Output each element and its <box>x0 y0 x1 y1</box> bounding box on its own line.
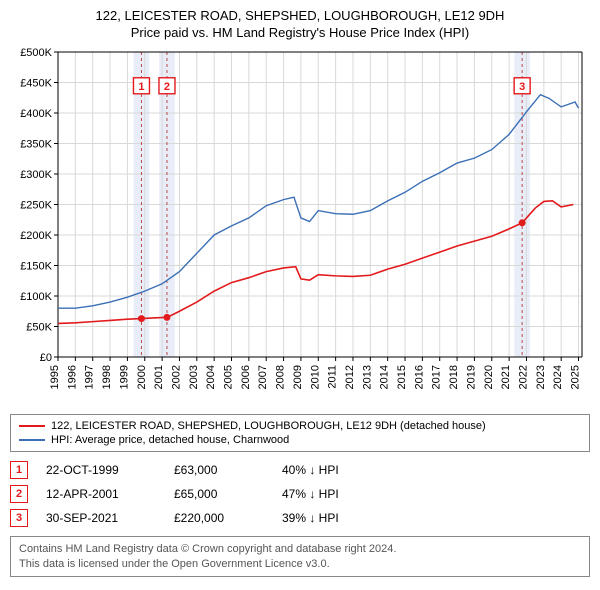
svg-text:2021: 2021 <box>500 365 512 389</box>
svg-text:2008: 2008 <box>275 365 287 389</box>
svg-text:£100K: £100K <box>20 291 52 303</box>
svg-text:2010: 2010 <box>309 365 321 389</box>
legend-swatch <box>19 439 45 441</box>
event-price: £65,000 <box>174 487 264 501</box>
event-price: £63,000 <box>174 463 264 477</box>
svg-text:£150K: £150K <box>20 260 52 272</box>
svg-text:£250K: £250K <box>20 199 52 211</box>
svg-text:2: 2 <box>164 81 170 93</box>
svg-text:£400K: £400K <box>20 108 52 120</box>
attribution-line: Contains HM Land Registry data © Crown c… <box>19 542 581 557</box>
attribution: Contains HM Land Registry data © Crown c… <box>10 536 590 578</box>
svg-text:£200K: £200K <box>20 230 52 242</box>
event-delta: 47% ↓ HPI <box>282 487 339 501</box>
event-delta: 39% ↓ HPI <box>282 511 339 525</box>
svg-text:2017: 2017 <box>431 365 443 389</box>
event-badge: 1 <box>10 461 28 479</box>
event-badge: 3 <box>10 509 28 527</box>
svg-text:2018: 2018 <box>448 365 460 389</box>
svg-text:£0: £0 <box>40 352 52 364</box>
svg-text:1997: 1997 <box>84 365 96 389</box>
svg-text:2020: 2020 <box>483 365 495 389</box>
svg-text:2009: 2009 <box>292 365 304 389</box>
svg-text:2000: 2000 <box>136 365 148 389</box>
svg-text:2001: 2001 <box>153 365 165 389</box>
svg-text:£300K: £300K <box>20 169 52 181</box>
svg-text:2003: 2003 <box>188 365 200 389</box>
svg-text:2016: 2016 <box>413 365 425 389</box>
legend-label: HPI: Average price, detached house, Char… <box>51 434 289 446</box>
event-date: 12-APR-2001 <box>46 487 156 501</box>
svg-text:2011: 2011 <box>327 365 339 389</box>
chart-title-address: 122, LEICESTER ROAD, SHEPSHED, LOUGHBORO… <box>10 8 590 25</box>
legend: 122, LEICESTER ROAD, SHEPSHED, LOUGHBORO… <box>10 414 590 452</box>
svg-text:£450K: £450K <box>20 77 52 89</box>
sale-events-table: 1 22-OCT-1999 £63,000 40% ↓ HPI 2 12-APR-2001… <box>10 458 590 530</box>
svg-text:2012: 2012 <box>344 365 356 389</box>
svg-text:2024: 2024 <box>552 365 564 389</box>
svg-text:2005: 2005 <box>223 365 235 389</box>
svg-text:2006: 2006 <box>240 365 252 389</box>
svg-text:1999: 1999 <box>118 365 130 389</box>
svg-text:1995: 1995 <box>49 365 61 389</box>
svg-text:3: 3 <box>519 81 525 93</box>
svg-text:2015: 2015 <box>396 365 408 389</box>
svg-text:2004: 2004 <box>205 365 217 389</box>
svg-text:2013: 2013 <box>361 365 373 389</box>
event-date: 22-OCT-1999 <box>46 463 156 477</box>
legend-row: HPI: Average price, detached house, Char… <box>19 433 581 447</box>
svg-text:1996: 1996 <box>66 365 78 389</box>
svg-text:1998: 1998 <box>101 365 113 389</box>
svg-text:£500K: £500K <box>20 47 52 59</box>
svg-text:2014: 2014 <box>379 365 391 389</box>
svg-text:2007: 2007 <box>257 365 269 389</box>
sale-event-row: 2 12-APR-2001 £65,000 47% ↓ HPI <box>10 482 590 506</box>
event-price: £220,000 <box>174 511 264 525</box>
svg-text:2019: 2019 <box>465 365 477 389</box>
event-date: 30-SEP-2021 <box>46 511 156 525</box>
legend-label: 122, LEICESTER ROAD, SHEPSHED, LOUGHBORO… <box>51 420 486 432</box>
attribution-line: This data is licensed under the Open Gov… <box>19 557 581 572</box>
svg-text:£350K: £350K <box>20 138 52 150</box>
sale-event-row: 1 22-OCT-1999 £63,000 40% ↓ HPI <box>10 458 590 482</box>
sale-event-row: 3 30-SEP-2021 £220,000 39% ↓ HPI <box>10 506 590 530</box>
chart-svg: 1 2 3 £0 £50K £100K £150K £200K £250K £300K £350K £… <box>10 46 590 401</box>
svg-text:2002: 2002 <box>170 365 182 389</box>
legend-swatch <box>19 425 45 427</box>
event-delta: 40% ↓ HPI <box>282 463 339 477</box>
svg-text:2022: 2022 <box>517 365 529 389</box>
price-hpi-chart: 1 2 3 £0 £50K £100K £150K £200K £250K £300K £350K £… <box>10 46 590 406</box>
svg-text:1: 1 <box>138 81 144 93</box>
svg-text:£50K: £50K <box>26 321 52 333</box>
event-badge: 2 <box>10 485 28 503</box>
legend-row: 122, LEICESTER ROAD, SHEPSHED, LOUGHBORO… <box>19 419 581 433</box>
svg-text:2023: 2023 <box>535 365 547 389</box>
chart-title-desc: Price paid vs. HM Land Registry's House … <box>10 25 590 42</box>
svg-text:2025: 2025 <box>570 365 582 389</box>
